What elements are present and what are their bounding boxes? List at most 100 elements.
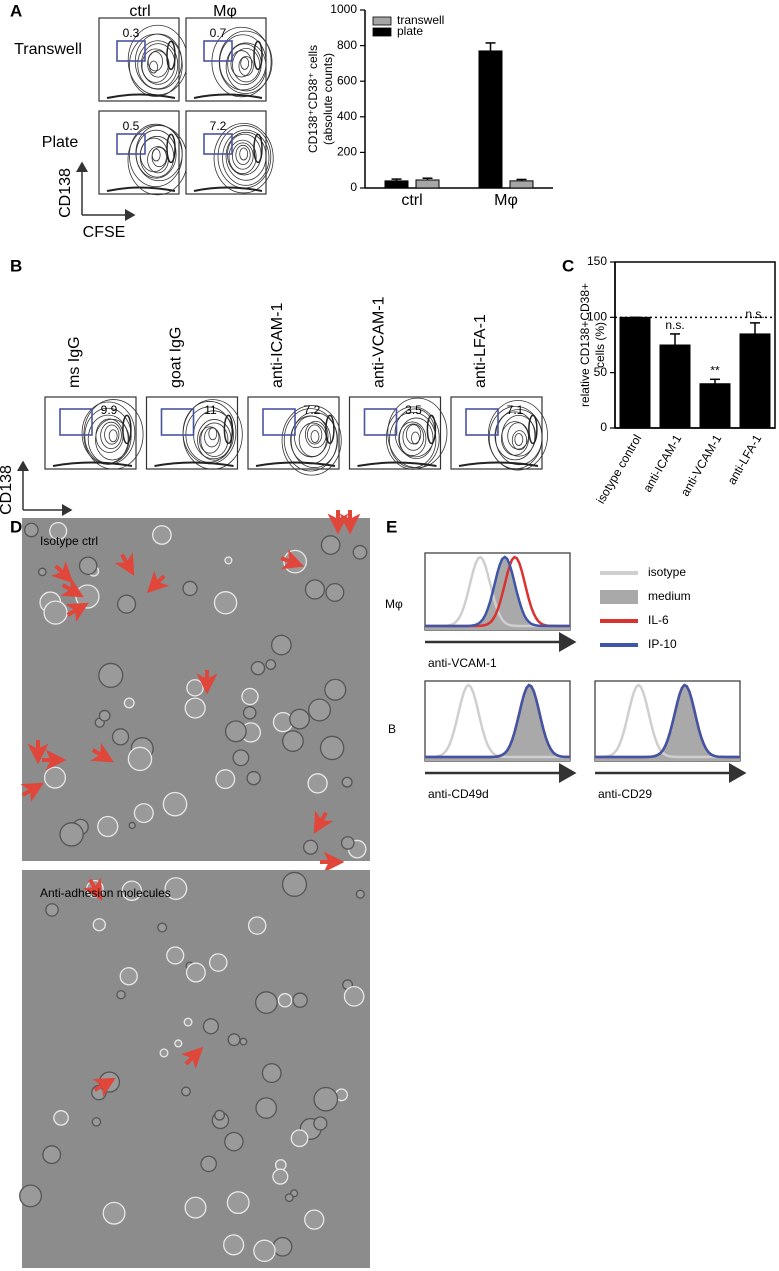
contour: [106, 186, 176, 192]
contour: [494, 411, 536, 461]
cell: [282, 730, 304, 752]
contour: [406, 424, 422, 445]
cell: [246, 770, 261, 786]
cell: [355, 889, 365, 899]
cell: [91, 1117, 102, 1127]
contour: [325, 414, 335, 445]
contour: [122, 414, 132, 445]
legend-swatch: [372, 16, 392, 26]
gate: [203, 133, 233, 155]
cell: [92, 918, 106, 932]
y-tick-label: 0: [600, 420, 607, 434]
arrow: [42, 749, 67, 771]
x-axis-title: anti-CD49d: [428, 787, 489, 801]
x-tick-label: Mφ: [494, 192, 518, 209]
y-axis-title: CD138: [57, 168, 74, 218]
legend-swatch: [600, 590, 638, 604]
gate: [262, 408, 296, 436]
cell: [152, 525, 172, 545]
contour: [218, 30, 273, 94]
row-label: Plate: [42, 134, 79, 151]
cell: [215, 769, 236, 790]
arrow: [50, 560, 74, 584]
cell: [239, 1037, 248, 1046]
contour: [283, 408, 338, 472]
flow-plot-frame: [98, 110, 180, 195]
cell: [281, 871, 308, 897]
bar: [384, 180, 409, 189]
x-axis-title: CFSE: [83, 224, 126, 241]
contour: [228, 139, 257, 175]
contour: [219, 34, 267, 91]
column-label: anti-LFA-1: [472, 314, 489, 388]
contour: [501, 421, 530, 456]
contour: [402, 423, 425, 451]
cell: [272, 1236, 293, 1257]
annotation: **: [710, 363, 720, 377]
arrow: [82, 877, 103, 901]
y-tick-label: 1000: [330, 2, 357, 16]
gate: [363, 408, 398, 436]
contour: [137, 40, 179, 90]
cell: [116, 989, 126, 1000]
arrow: [320, 851, 345, 873]
legend-label: IL-6: [648, 613, 669, 627]
gate: [116, 40, 146, 62]
contour: [151, 147, 167, 168]
x-axis-title: anti-CD29: [598, 787, 652, 801]
cell: [49, 521, 68, 541]
legend-swatch: [372, 27, 392, 37]
contour: [232, 47, 261, 83]
contour: [387, 397, 448, 469]
gate: [160, 408, 195, 436]
cell: [313, 1086, 339, 1112]
contour: [528, 414, 538, 445]
gate: [59, 408, 93, 436]
contour: [193, 93, 263, 99]
cell: [98, 662, 124, 688]
contour: [106, 93, 176, 99]
legend-label: medium: [648, 589, 691, 603]
legend-label: plate: [397, 24, 423, 38]
contour: [255, 461, 336, 467]
contour: [230, 50, 253, 78]
histogram-line: [595, 683, 740, 759]
column-label: ctrl: [129, 3, 150, 20]
cell: [43, 600, 68, 625]
panel-label: D: [10, 517, 22, 536]
cell: [24, 522, 39, 538]
cell: [183, 1017, 193, 1027]
panel-label: B: [10, 256, 22, 275]
cell: [208, 953, 228, 972]
arrow: [92, 1077, 116, 1098]
cell: [42, 1145, 62, 1165]
x-tick-label: ctrl: [401, 192, 422, 209]
contour: [501, 414, 537, 457]
cell: [223, 1234, 245, 1256]
cell: [324, 678, 347, 701]
cell: [341, 776, 353, 788]
contour: [200, 422, 229, 457]
contour: [281, 405, 342, 476]
arrow: [180, 1046, 204, 1070]
arrow: [146, 570, 170, 594]
cell: [53, 1110, 69, 1126]
y-tick-label: 50: [594, 365, 608, 379]
cell: [308, 698, 332, 722]
contour: [231, 142, 254, 170]
contour: [225, 131, 267, 181]
contour: [426, 414, 437, 445]
cell: [43, 766, 67, 789]
cell: [289, 708, 310, 730]
cell: [292, 992, 308, 1008]
contour: [108, 429, 118, 443]
cell: [340, 836, 355, 850]
legend-label: isotype: [648, 565, 686, 579]
contour: [129, 33, 183, 97]
bar: [619, 316, 651, 429]
cell: [157, 922, 168, 933]
cell: [352, 544, 368, 560]
y-tick-label: 600: [337, 73, 357, 87]
column-label: anti-ICAM-1: [269, 303, 286, 388]
arrow: [339, 510, 361, 535]
